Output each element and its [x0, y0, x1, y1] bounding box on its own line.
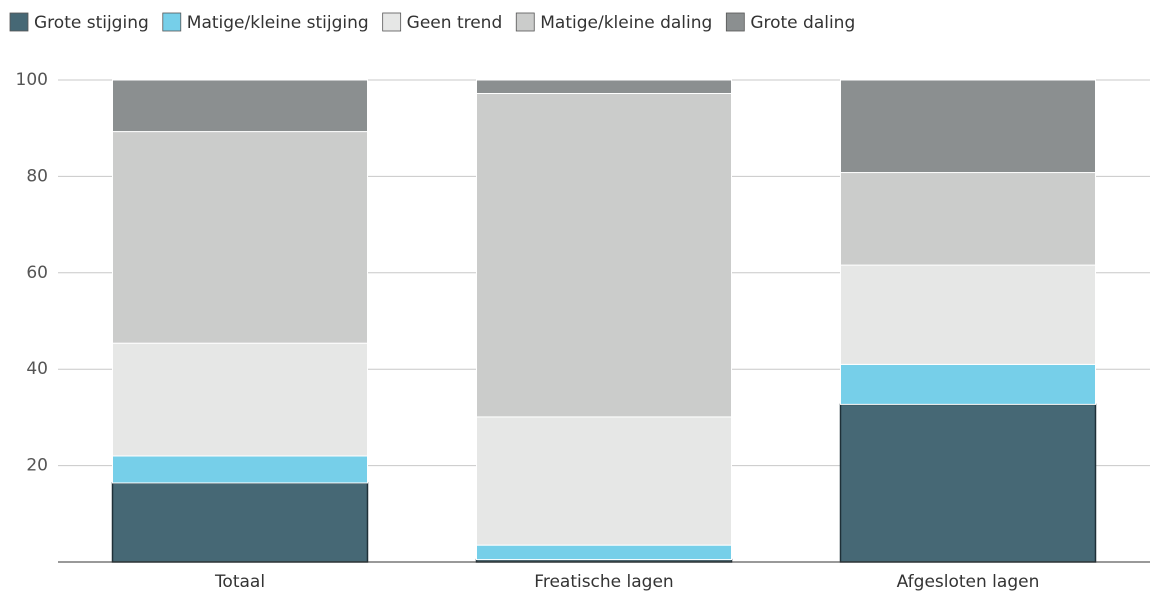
- bar-segment: [840, 264, 1096, 365]
- legend-label: Matige/kleine stijging: [187, 13, 369, 33]
- x-tick-label: Afgesloten lagen: [897, 572, 1040, 592]
- legend-label: Geen trend: [407, 13, 503, 33]
- bar-segment: [112, 79, 368, 133]
- bar-segment: [476, 92, 732, 418]
- bar-segment: [476, 79, 732, 94]
- bar-segment: [839, 403, 1097, 563]
- bar-segment: [840, 79, 1096, 174]
- bar-segment: [112, 342, 368, 457]
- legend-label: Matige/kleine daling: [540, 13, 712, 33]
- legend-swatch: [162, 12, 182, 32]
- bar-segment: [476, 416, 732, 546]
- legend-label: Grote stijging: [34, 13, 149, 33]
- bar-segment: [840, 363, 1096, 405]
- legend-swatch: [515, 12, 535, 32]
- y-tick-label: 20: [26, 456, 48, 476]
- legend-label: Grote daling: [750, 13, 855, 33]
- legend-swatch: [725, 12, 745, 32]
- bar-segment: [476, 544, 732, 561]
- bar-segment: [112, 131, 368, 344]
- bar-segment: [112, 455, 368, 484]
- legend-swatch: [9, 12, 29, 32]
- x-tick-label: Freatische lagen: [534, 572, 673, 592]
- legend-swatch: [382, 12, 402, 32]
- bar-segment: [111, 482, 369, 563]
- y-tick-label: 40: [26, 359, 48, 379]
- y-tick-label: 100: [16, 70, 48, 90]
- x-tick-label: Totaal: [214, 572, 265, 592]
- y-tick-label: 80: [26, 166, 48, 186]
- y-tick-label: 60: [26, 263, 48, 283]
- bar-segment: [840, 172, 1096, 266]
